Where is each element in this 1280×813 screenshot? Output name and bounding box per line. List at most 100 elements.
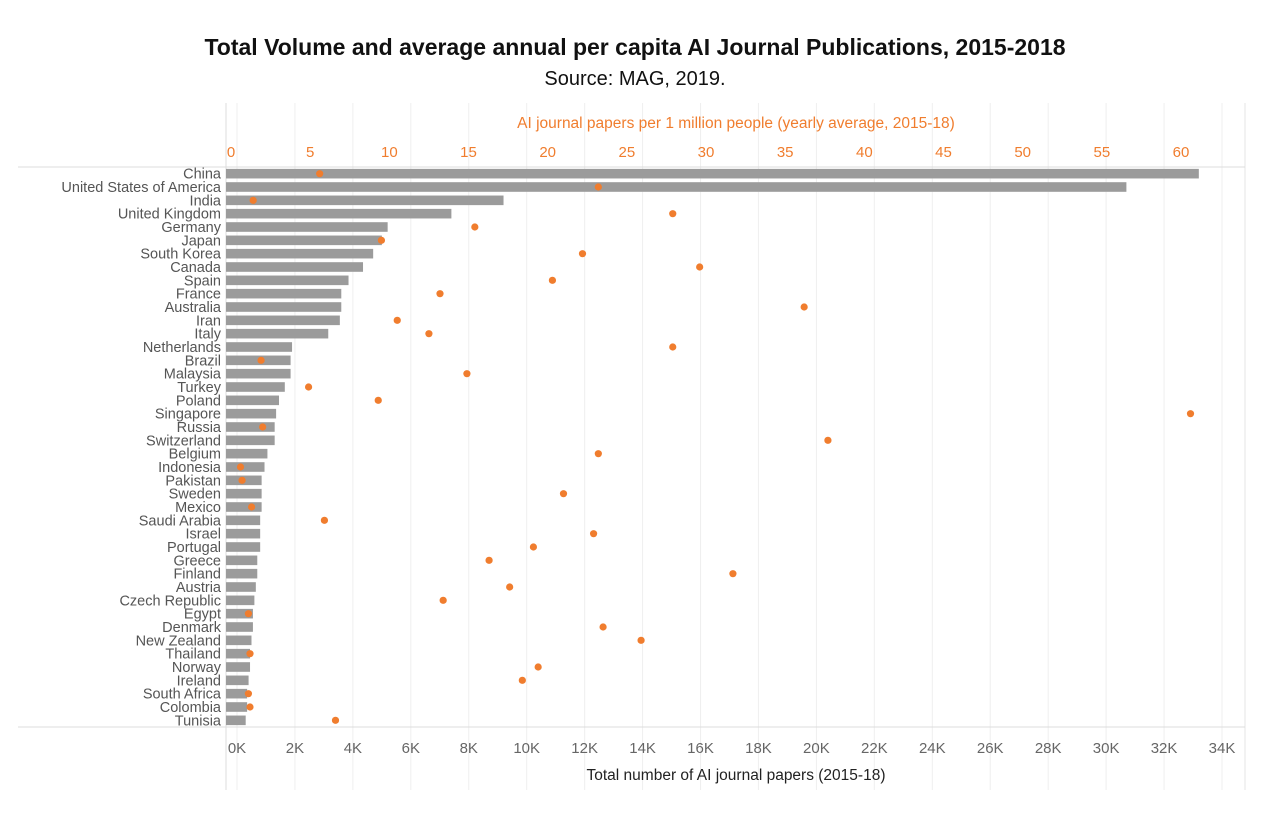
x-tick-label: 28K (1035, 740, 1062, 757)
category-label: Tunisia (175, 713, 222, 729)
gridlines (236, 103, 1223, 790)
bar (226, 462, 265, 472)
x-tick-label: 24K (919, 740, 946, 757)
dot (244, 610, 253, 618)
bar (226, 222, 388, 232)
bar (226, 622, 253, 632)
dot (246, 703, 254, 711)
dot (824, 436, 832, 444)
dot (463, 370, 471, 378)
x-tick-label: 32K (1151, 740, 1178, 757)
bar (226, 715, 246, 726)
category-label: Indonesia (158, 460, 222, 476)
x-tick-label: 14K (629, 740, 656, 757)
dot (599, 623, 607, 631)
bar (226, 702, 248, 712)
dot (331, 716, 340, 724)
bar (226, 608, 253, 619)
dot (304, 383, 313, 391)
category-label: Israel (186, 527, 221, 543)
category-label: Greece (173, 553, 221, 569)
category-label: Poland (176, 393, 221, 409)
dot (436, 290, 444, 298)
dot (669, 343, 677, 351)
bar (226, 288, 342, 299)
x2-tick-label: 50 (1014, 144, 1031, 161)
bar (226, 262, 364, 272)
dot (594, 183, 602, 191)
category-label: Russia (177, 420, 222, 436)
dot (548, 276, 557, 284)
x-tick-label: 8K (460, 740, 478, 757)
category-label: Netherlands (143, 340, 221, 356)
x2-tick-label: 40 (856, 144, 873, 161)
category-label: Mexico (175, 500, 221, 516)
category-label: Denmark (162, 620, 222, 636)
category-label: Egypt (184, 607, 221, 623)
dot (729, 570, 737, 578)
bar (226, 675, 249, 686)
x2-tick-label: 25 (618, 144, 635, 161)
bar (226, 688, 248, 699)
x2-tick-label: 35 (777, 144, 794, 161)
bar (226, 195, 504, 206)
bar (226, 248, 374, 259)
category-label: Finland (173, 567, 221, 583)
bar (226, 342, 293, 352)
category-label: Pakistan (165, 473, 221, 489)
category-label: Canada (170, 260, 222, 276)
category-label: China (183, 167, 222, 183)
bar (226, 595, 255, 606)
category-label: Austria (176, 580, 222, 596)
category-label: Portugal (167, 540, 221, 556)
category-label: United States of America (61, 180, 222, 196)
dot (529, 543, 538, 551)
x2-tick-label: 55 (1093, 144, 1110, 161)
x-tick-label: 2K (286, 740, 304, 757)
x2-tick-label: 15 (460, 144, 477, 161)
x-tick-label: 16K (687, 740, 714, 757)
bar (226, 168, 1199, 179)
dot (425, 330, 433, 338)
dot (637, 636, 645, 644)
category-label: Colombia (160, 700, 222, 716)
top-axis-ticks: 0 5 10 15 20 25 30 35 40 45 50 55 60 (227, 144, 1190, 161)
chart-title: Total Volume and average annual per capi… (204, 34, 1066, 60)
x-tick-label: 18K (745, 740, 772, 757)
dot (506, 583, 514, 591)
category-label: United Kingdom (118, 207, 221, 223)
dot (518, 676, 526, 684)
category-label: Belgium (169, 447, 221, 463)
category-label: Saudi Arabia (139, 513, 222, 529)
category-label: Malaysia (164, 367, 222, 383)
bar (226, 302, 342, 312)
bar (226, 435, 275, 446)
x-tick-label: 0K (228, 740, 246, 757)
bottom-axis-ticks: 0K 2K 4K 6K 8K 10K 12K 14K 16K 18K 20K 22K 24K 26K 28K… (228, 740, 1236, 757)
x2-tick-label: 5 (306, 144, 314, 161)
x-tick-label: 22K (861, 740, 888, 757)
x-tick-label: 26K (977, 740, 1004, 757)
top-axis-label: AI journal papers per 1 million people (… (517, 115, 955, 132)
x2-tick-label: 60 (1173, 144, 1190, 161)
category-label: South Korea (140, 247, 222, 263)
dot-series (236, 170, 1195, 724)
dot (589, 530, 598, 538)
bar (226, 555, 258, 566)
category-label: Turkey (177, 380, 222, 396)
x2-tick-label: 20 (539, 144, 556, 161)
x-tick-label: 34K (1209, 740, 1236, 757)
x2-tick-label: 0 (227, 144, 235, 161)
category-label: India (190, 193, 222, 209)
category-label: Spain (184, 273, 221, 289)
category-label: Australia (165, 300, 222, 316)
dot (800, 303, 808, 311)
x-tick-label: 10K (513, 740, 540, 757)
dot (236, 463, 245, 471)
category-label: Brazil (185, 353, 221, 369)
dot (594, 450, 602, 458)
category-label: Czech Republic (119, 593, 221, 609)
bar (226, 488, 262, 499)
dot (377, 236, 386, 244)
dot (696, 263, 704, 271)
